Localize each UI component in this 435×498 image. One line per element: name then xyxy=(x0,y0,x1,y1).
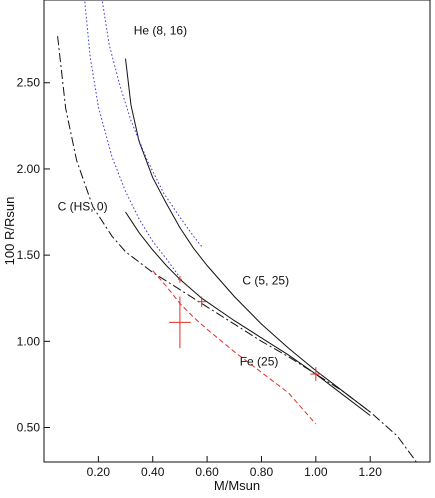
y-tick-label: 2.50 xyxy=(17,76,41,90)
y-tick-label: 1.50 xyxy=(17,248,41,262)
x-axis-label: M/Msun xyxy=(214,478,260,493)
y-tick-label: 2.00 xyxy=(17,162,41,176)
x-axis-ticks: 0.20 0.40 0.60 0.80 1.00 1.20 xyxy=(87,456,383,479)
x-tick-label: 0.80 xyxy=(250,465,274,479)
error-bar-0 xyxy=(169,296,191,349)
y-tick-label: 0.50 xyxy=(17,421,41,435)
y-axis-label: 100 R/Rsun xyxy=(2,197,17,266)
plot-frame xyxy=(43,0,431,463)
y-axis-ticks: 0.50 1.00 1.50 2.00 2.50 xyxy=(17,76,50,435)
x-tick-label: 0.40 xyxy=(141,465,165,479)
series-line-2 xyxy=(57,36,417,463)
series-line-5 xyxy=(152,270,317,425)
error-bars-layer xyxy=(169,275,322,381)
x-tick-label: 1.20 xyxy=(359,465,383,479)
x-tick-label: 0.60 xyxy=(195,465,219,479)
curve-annotation: Fe (25) xyxy=(240,354,279,368)
curve-annotation: He (8, 16) xyxy=(134,23,187,37)
curve-annotation: C (5, 25) xyxy=(242,273,289,287)
y-tick-label: 1.00 xyxy=(17,334,41,348)
error-bar-2 xyxy=(197,296,206,307)
x-tick-label: 1.00 xyxy=(304,465,328,479)
error-bar-1 xyxy=(178,275,182,283)
error-bar-3 xyxy=(310,367,322,381)
x-tick-label: 0.20 xyxy=(87,465,111,479)
annotation-layer: He (8, 16) C (HS, 0) C (5, 25) Fe (25) xyxy=(58,23,290,368)
series-line-0 xyxy=(125,58,371,413)
series-line-4 xyxy=(84,1,181,278)
curves-layer xyxy=(57,1,417,463)
series-line-3 xyxy=(101,1,203,247)
curve-annotation: C (HS, 0) xyxy=(58,199,108,213)
